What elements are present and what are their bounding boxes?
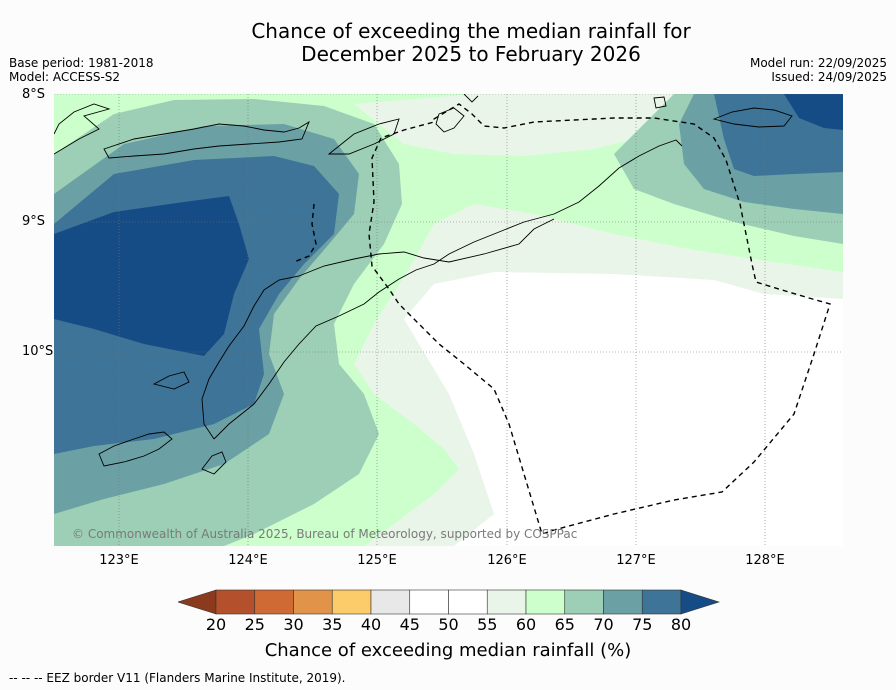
colorbar (177, 589, 720, 619)
metadata-right: Model run: 22/09/2025 Issued: 24/09/2025 (750, 56, 887, 84)
colorbar-segment (409, 589, 449, 615)
colorbar-extend-high (680, 589, 720, 615)
wetar-coast (327, 118, 400, 155)
colorbar-tick-label: 80 (670, 615, 692, 634)
colorbar-tick-label: 55 (477, 615, 498, 634)
contour-80-plus (54, 196, 249, 356)
lon-label-125e: 125°E (357, 553, 397, 568)
eez-legend-note: -- -- -- EEZ border V11 (Flanders Marine… (9, 671, 346, 685)
north-island-2 (653, 96, 667, 109)
colorbar-segment (254, 589, 294, 615)
map-copyright: © Commonwealth of Australia 2025, Bureau… (72, 527, 578, 541)
coastlines (54, 94, 793, 475)
north-island-4 (463, 94, 479, 103)
north-island-1 (435, 107, 465, 133)
north-island-3 (712, 107, 793, 128)
contour-80-plus-east (784, 94, 843, 130)
timor-coast-south (201, 218, 555, 440)
colorbar-tick-label: 30 (283, 615, 304, 634)
issued-date: Issued: 24/09/2025 (771, 70, 887, 84)
lon-label-127e: 127°E (616, 553, 656, 568)
gridlines (54, 94, 843, 546)
contour-50-55 (404, 272, 843, 546)
semau-coast (201, 451, 227, 475)
title-line-1: Chance of exceeding the median rainfall … (251, 19, 691, 43)
eez-border-west (293, 203, 317, 263)
lat-label-8s: 8°S (22, 87, 46, 102)
colorbar-tick-label: 50 (438, 615, 459, 634)
colorbar-svg (177, 589, 720, 615)
colorbar-segment (448, 589, 488, 615)
metadata-left: Base period: 1981-2018 Model: ACCESS-S2 (9, 56, 154, 84)
lon-label-128e: 128°E (745, 553, 785, 568)
colorbar-tick-label: 70 (593, 615, 614, 634)
colorbar-tick-label: 45 (399, 615, 420, 634)
colorbar-tick-label: 60 (515, 615, 537, 634)
lat-label-9s: 9°S (22, 214, 46, 229)
colorbar-tick-label: 25 (244, 615, 265, 634)
colorbar-tick-label: 20 (205, 615, 227, 634)
colorbar-label: Chance of exceeding median rainfall (%) (264, 640, 632, 661)
lon-label-124e: 124°E (228, 553, 268, 568)
colorbar-segment (215, 589, 256, 615)
model-name: Model: ACCESS-S2 (9, 70, 121, 84)
colorbar-segment (486, 589, 527, 615)
colorbar-tick-label: 75 (632, 615, 653, 634)
colorbar-tick-label: 40 (360, 615, 382, 634)
alor-coast (103, 120, 310, 159)
title-line-2: December 2025 to February 2026 (301, 42, 641, 66)
contour-55-60-north (354, 94, 694, 156)
lat-label-10s: 10°S (22, 344, 54, 359)
rainfall-map (54, 94, 843, 546)
flores-coast (54, 103, 111, 155)
lon-label-126e: 126°E (487, 553, 527, 568)
colorbar-extend-low (177, 589, 217, 615)
timor-coast-north (213, 139, 683, 440)
model-run: Model run: 22/09/2025 (749, 56, 887, 70)
rote-coast (98, 431, 173, 467)
colorbar-segment (331, 589, 372, 615)
colorbar-segment (603, 589, 643, 615)
colorbar-segment (525, 589, 566, 615)
map-title: Chance of exceeding the median rainfall … (0, 20, 896, 66)
colorbar-segment (641, 589, 682, 615)
colorbar-segment (370, 589, 411, 615)
base-period: Base period: 1981-2018 (9, 56, 154, 70)
colorbar-tick-label: 35 (322, 615, 343, 634)
colorbar-segment (564, 589, 604, 615)
savu-coast (152, 371, 190, 390)
lon-label-123e: 123°E (99, 553, 139, 568)
colorbar-segment (293, 589, 333, 615)
colorbar-tick-label: 65 (554, 615, 575, 634)
eez-border (368, 103, 831, 535)
